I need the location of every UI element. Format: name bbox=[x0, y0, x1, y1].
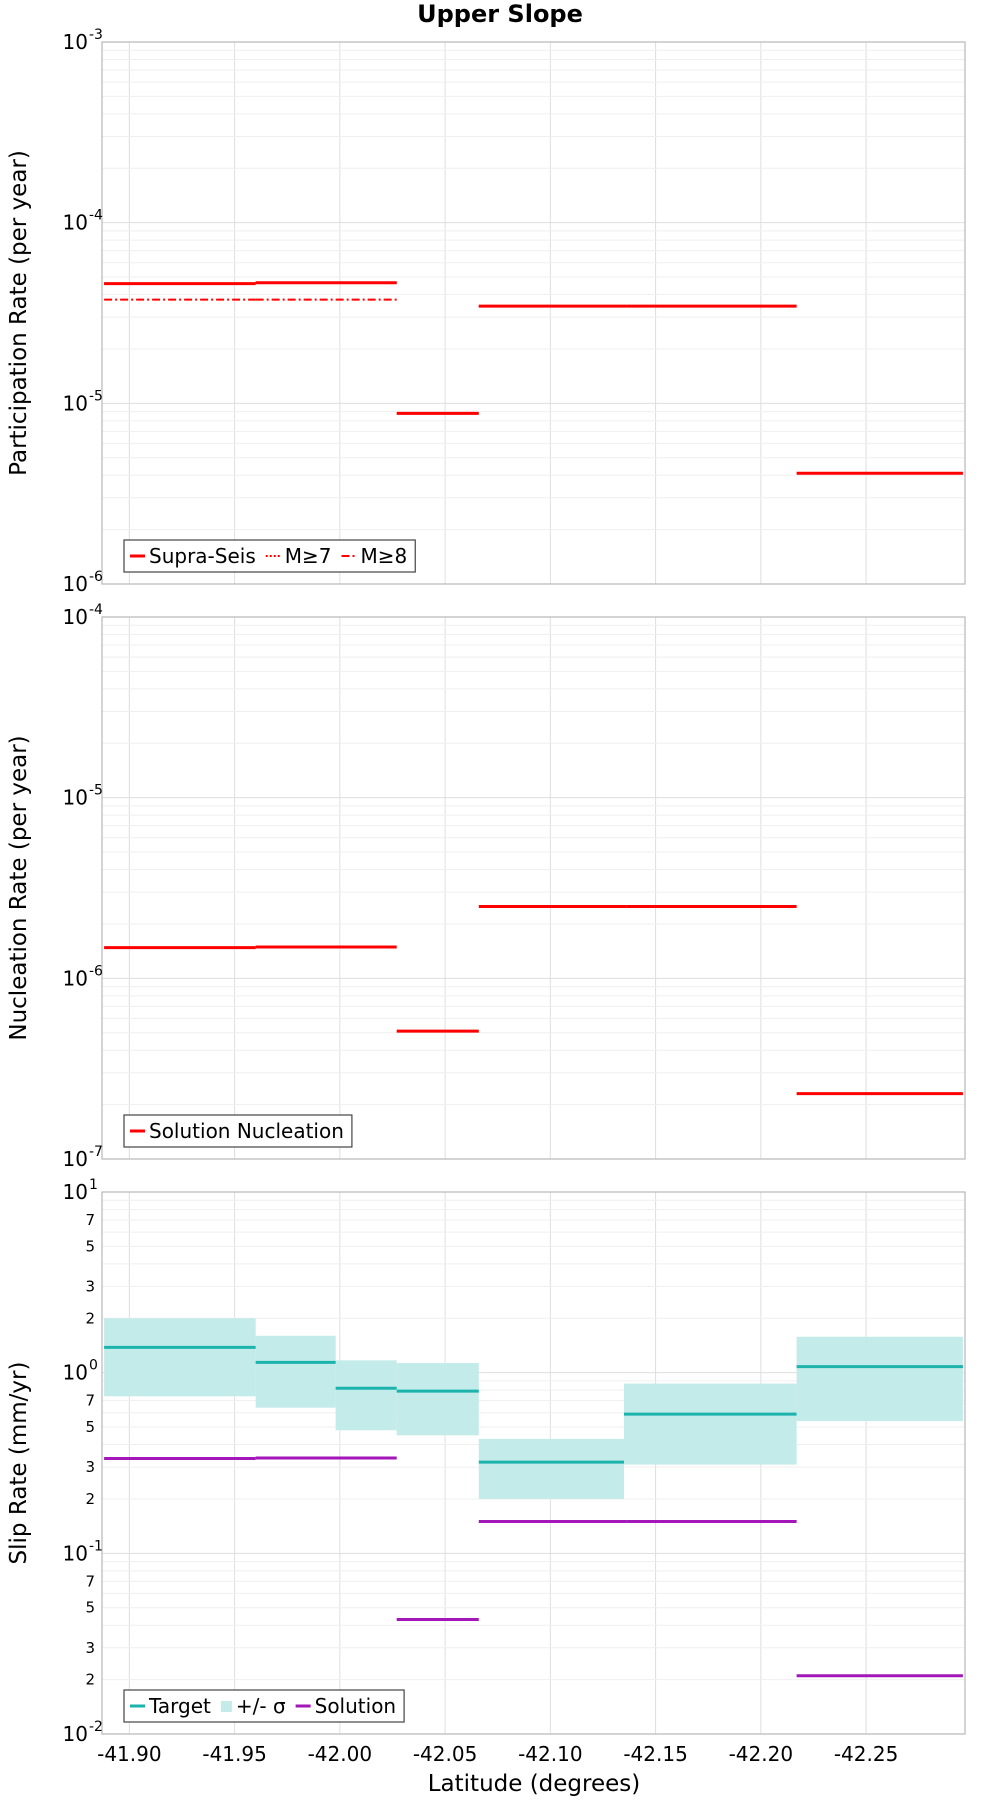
y-tick-exponent: -4 bbox=[89, 208, 103, 224]
y-minor-tick-label: 5 bbox=[85, 1418, 95, 1436]
y-tick-exponent: -7 bbox=[89, 1144, 103, 1160]
sigma-band-segment bbox=[396, 1363, 479, 1436]
x-tick-label: -42.15 bbox=[623, 1742, 687, 1766]
y-minor-tick-label: 2 bbox=[85, 1490, 95, 1508]
sigma-band-segment bbox=[104, 1318, 256, 1397]
plot-frame bbox=[101, 41, 966, 585]
y-tick-exponent: -6 bbox=[89, 963, 103, 979]
sigma-band-segment bbox=[335, 1360, 397, 1431]
x-tick-label: -42.05 bbox=[413, 1742, 477, 1766]
x-tick-label: -41.90 bbox=[97, 1742, 161, 1766]
y-tick-label: 10 bbox=[63, 391, 88, 415]
y-minor-tick-label: 3 bbox=[85, 1458, 95, 1476]
legend-box bbox=[123, 1689, 405, 1723]
legend-entry: +/- σ bbox=[236, 1694, 286, 1718]
y-tick-exponent: -5 bbox=[89, 783, 103, 799]
legend-swatch-band bbox=[220, 1701, 232, 1712]
y-axis-label: Nucleation Rate (per year) bbox=[6, 735, 32, 1040]
y-tick-label: 10 bbox=[63, 786, 88, 810]
y-axis-label: Participation Rate (per year) bbox=[6, 150, 32, 476]
legend-entry: Solution Nucleation bbox=[149, 1119, 344, 1143]
y-minor-tick-label: 5 bbox=[85, 1599, 95, 1617]
sigma-band-segment bbox=[624, 1383, 797, 1465]
y-minor-tick-label: 2 bbox=[85, 1671, 95, 1689]
y-tick-label: 10 bbox=[63, 1541, 88, 1565]
y-minor-tick-label: 3 bbox=[85, 1639, 95, 1657]
legend-entry: Solution bbox=[315, 1694, 396, 1718]
y-tick-exponent: 1 bbox=[89, 1177, 98, 1193]
y-minor-tick-label: 7 bbox=[85, 1392, 95, 1410]
y-tick-exponent: -1 bbox=[89, 1538, 103, 1554]
x-tick-label: -42.10 bbox=[518, 1742, 582, 1766]
plot-frame bbox=[101, 616, 966, 1160]
legend-entry: M≥7 bbox=[285, 544, 332, 568]
y-minor-tick-label: 7 bbox=[85, 1211, 95, 1229]
y-tick-exponent: -2 bbox=[89, 1719, 103, 1735]
y-minor-tick-label: 3 bbox=[85, 1277, 95, 1295]
y-tick-label: 10 bbox=[63, 605, 88, 629]
y-tick-exponent: -4 bbox=[89, 602, 103, 618]
x-tick-label: -42.25 bbox=[834, 1742, 898, 1766]
y-tick-label: 10 bbox=[63, 1180, 88, 1204]
legend-box bbox=[123, 1114, 353, 1148]
y-tick-exponent: -5 bbox=[89, 388, 103, 404]
x-tick-label: -42.00 bbox=[308, 1742, 372, 1766]
chart-title: Upper Slope bbox=[417, 0, 583, 28]
y-tick-exponent: -3 bbox=[89, 27, 103, 43]
y-tick-exponent: -6 bbox=[89, 569, 103, 585]
sigma-band-segment bbox=[255, 1335, 336, 1408]
y-tick-label: 10 bbox=[63, 211, 88, 235]
legend-entry: Supra-Seis bbox=[149, 544, 256, 568]
y-tick-label: 10 bbox=[63, 1722, 88, 1746]
y-minor-tick-label: 5 bbox=[85, 1237, 95, 1255]
legend-entry: Target bbox=[148, 1694, 211, 1718]
y-tick-label: 10 bbox=[63, 966, 88, 990]
sigma-band-segment bbox=[478, 1438, 625, 1499]
y-tick-label: 10 bbox=[63, 1147, 88, 1171]
x-tick-label: -41.95 bbox=[202, 1742, 266, 1766]
x-axis: -41.90 -41.95 -42.00 -42.05 -42.10 -42.15 -42.… bbox=[97, 1742, 898, 1766]
legend: Supra-Seis M≥7 M≥8 bbox=[123, 539, 416, 573]
y-tick-label: 10 bbox=[63, 572, 88, 596]
legend: Solution Nucleation bbox=[123, 1114, 353, 1148]
legend-entry: M≥8 bbox=[361, 544, 408, 568]
legend-box bbox=[123, 539, 416, 573]
x-axis-label: Latitude (degrees) bbox=[428, 1771, 641, 1797]
y-minor-tick-label: 7 bbox=[85, 1572, 95, 1590]
plot-frame bbox=[101, 1191, 966, 1735]
sigma-band-segment bbox=[796, 1336, 963, 1422]
x-tick-label: -42.20 bbox=[729, 1742, 793, 1766]
y-axis-label: Slip Rate (mm/yr) bbox=[6, 1362, 32, 1565]
y-tick-label: 10 bbox=[63, 30, 88, 54]
y-minor-tick-label: 2 bbox=[85, 1309, 95, 1327]
y-tick-exponent: 0 bbox=[89, 1358, 98, 1374]
legend: Target +/- σ Solution bbox=[123, 1689, 405, 1723]
y-tick-label: 10 bbox=[63, 1361, 88, 1385]
